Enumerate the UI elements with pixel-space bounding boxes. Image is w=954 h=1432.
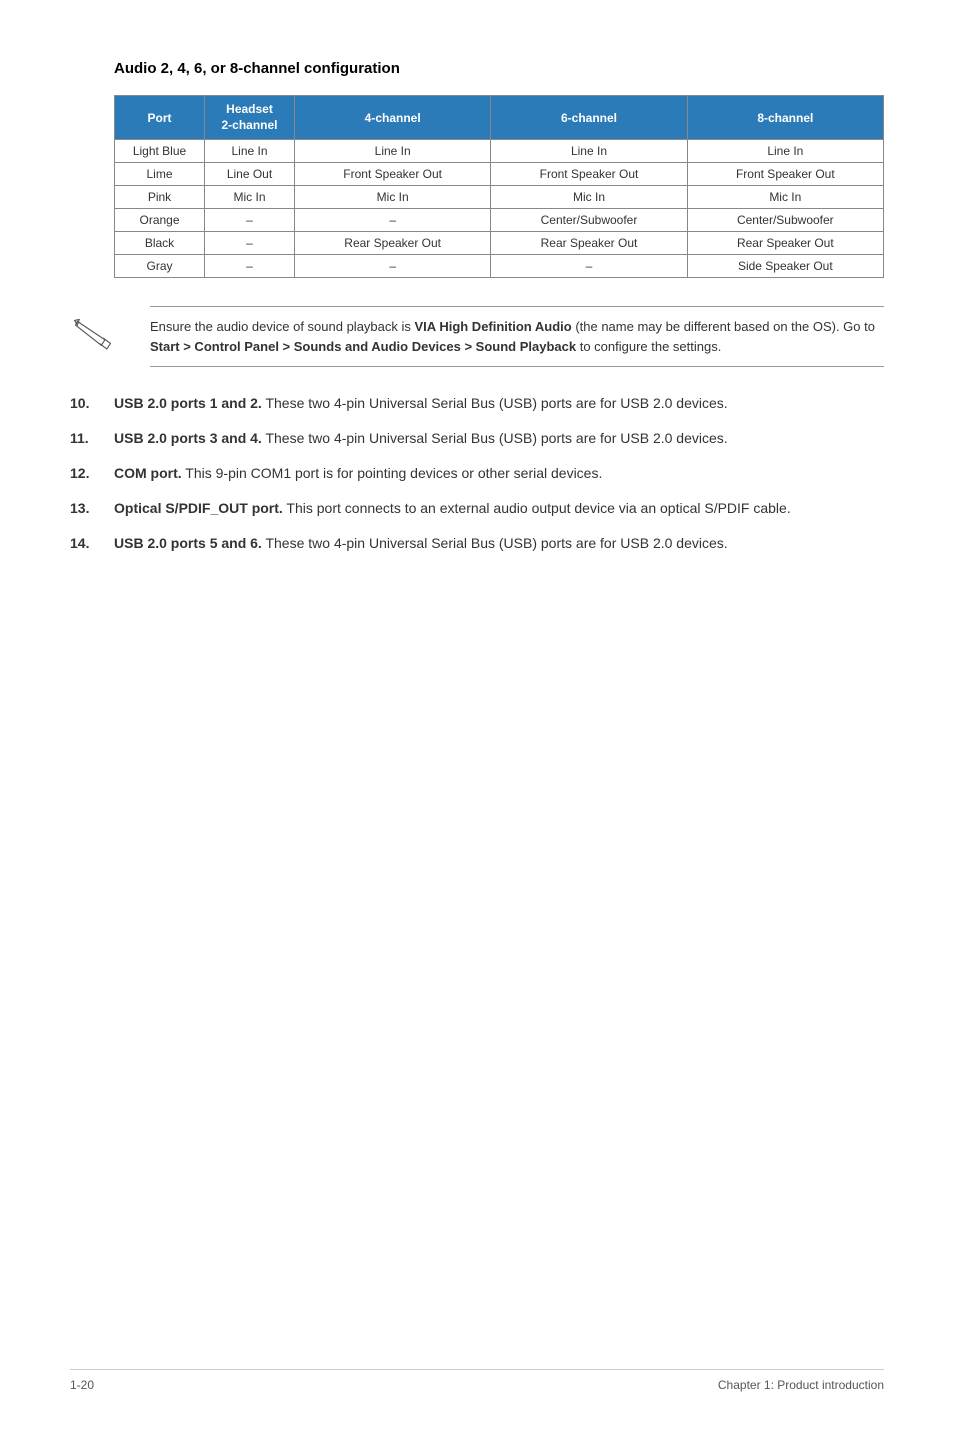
cell: Line In (687, 140, 883, 163)
item-bold: USB 2.0 ports 1 and 2. (114, 395, 262, 411)
cell: – (205, 209, 295, 232)
table-row: Lime Line Out Front Speaker Out Front Sp… (115, 163, 884, 186)
item-body: These two 4-pin Universal Serial Bus (US… (262, 395, 728, 411)
item-number: 14. (70, 533, 114, 554)
item-text: USB 2.0 ports 3 and 4. These two 4-pin U… (114, 428, 884, 449)
table-row: Orange – – Center/Subwoofer Center/Subwo… (115, 209, 884, 232)
cell: Front Speaker Out (687, 163, 883, 186)
cell: Center/Subwoofer (491, 209, 687, 232)
cell: Line In (491, 140, 687, 163)
col-6ch: 6-channel (491, 96, 687, 140)
item-number: 12. (70, 463, 114, 484)
note-bold: VIA High Definition Audio (415, 319, 572, 334)
chapter-label: Chapter 1: Product introduction (718, 1378, 884, 1392)
page-number: 1-20 (70, 1378, 94, 1392)
col-headset: Headset2-channel (205, 96, 295, 140)
cell: Mic In (491, 186, 687, 209)
note-bold: Start > Control Panel > Sounds and Audio… (150, 339, 576, 354)
col-8ch: 8-channel (687, 96, 883, 140)
pencil-icon (70, 306, 130, 365)
item-body: This port connects to an external audio … (283, 500, 791, 516)
cell: Light Blue (115, 140, 205, 163)
list-item: 13. Optical S/PDIF_OUT port. This port c… (70, 498, 884, 519)
cell: Line In (295, 140, 491, 163)
cell: Mic In (205, 186, 295, 209)
table-row: Black – Rear Speaker Out Rear Speaker Ou… (115, 232, 884, 255)
item-bold: USB 2.0 ports 3 and 4. (114, 430, 262, 446)
item-text: COM port. This 9-pin COM1 port is for po… (114, 463, 884, 484)
cell: Rear Speaker Out (687, 232, 883, 255)
cell: – (205, 255, 295, 278)
cell: Front Speaker Out (491, 163, 687, 186)
table-row: Light Blue Line In Line In Line In Line … (115, 140, 884, 163)
cell: Side Speaker Out (687, 255, 883, 278)
list-item: 12. COM port. This 9-pin COM1 port is fo… (70, 463, 884, 484)
item-body: This 9-pin COM1 port is for pointing dev… (182, 465, 603, 481)
item-bold: COM port. (114, 465, 182, 481)
table-row: Gray – – – Side Speaker Out (115, 255, 884, 278)
cell: Rear Speaker Out (295, 232, 491, 255)
cell: – (295, 209, 491, 232)
item-number: 11. (70, 428, 114, 449)
col-port: Port (115, 96, 205, 140)
col-4ch: 4-channel (295, 96, 491, 140)
cell: Rear Speaker Out (491, 232, 687, 255)
item-body: These two 4-pin Universal Serial Bus (US… (262, 430, 728, 446)
cell: Orange (115, 209, 205, 232)
cell: Lime (115, 163, 205, 186)
cell: Mic In (687, 186, 883, 209)
note-box: Ensure the audio device of sound playbac… (70, 306, 884, 367)
item-body: These two 4-pin Universal Serial Bus (US… (262, 535, 728, 551)
cell: Center/Subwoofer (687, 209, 883, 232)
numbered-list: 10. USB 2.0 ports 1 and 2. These two 4-p… (70, 393, 884, 554)
section-title: Audio 2, 4, 6, or 8-channel configuratio… (114, 60, 884, 77)
item-text: USB 2.0 ports 1 and 2. These two 4-pin U… (114, 393, 884, 414)
cell: – (205, 232, 295, 255)
cell: – (295, 255, 491, 278)
note-content: Ensure the audio device of sound playbac… (150, 306, 884, 367)
note-text: Ensure the audio device of sound playbac… (150, 319, 415, 334)
cell: Mic In (295, 186, 491, 209)
cell: Front Speaker Out (295, 163, 491, 186)
table-body: Light Blue Line In Line In Line In Line … (115, 140, 884, 278)
cell: Line In (205, 140, 295, 163)
item-text: USB 2.0 ports 5 and 6. These two 4-pin U… (114, 533, 884, 554)
cell: Gray (115, 255, 205, 278)
note-text: (the name may be different based on the … (572, 319, 875, 334)
item-number: 13. (70, 498, 114, 519)
item-bold: USB 2.0 ports 5 and 6. (114, 535, 262, 551)
table-header-row: Port Headset2-channel 4-channel 6-channe… (115, 96, 884, 140)
item-text: Optical S/PDIF_OUT port. This port conne… (114, 498, 884, 519)
cell: Black (115, 232, 205, 255)
table-row: Pink Mic In Mic In Mic In Mic In (115, 186, 884, 209)
list-item: 10. USB 2.0 ports 1 and 2. These two 4-p… (70, 393, 884, 414)
list-item: 14. USB 2.0 ports 5 and 6. These two 4-p… (70, 533, 884, 554)
list-item: 11. USB 2.0 ports 3 and 4. These two 4-p… (70, 428, 884, 449)
item-bold: Optical S/PDIF_OUT port. (114, 500, 283, 516)
note-text: to configure the settings. (576, 339, 721, 354)
cell: – (491, 255, 687, 278)
page-footer: 1-20 Chapter 1: Product introduction (70, 1369, 884, 1392)
audio-config-table: Port Headset2-channel 4-channel 6-channe… (114, 95, 884, 278)
item-number: 10. (70, 393, 114, 414)
cell: Line Out (205, 163, 295, 186)
cell: Pink (115, 186, 205, 209)
